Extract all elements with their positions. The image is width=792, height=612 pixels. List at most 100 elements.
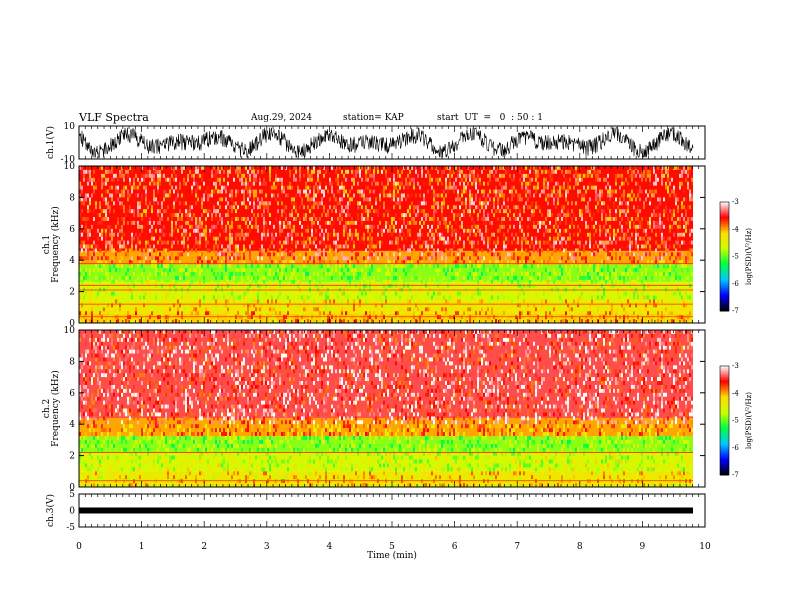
spectrogram-cell	[539, 220, 541, 225]
spectrogram-cell	[249, 252, 251, 257]
spectrogram-cell	[579, 209, 581, 214]
spectrogram-cell	[613, 232, 615, 237]
spectrogram-cell	[383, 166, 385, 170]
spectrogram-cell	[81, 201, 83, 206]
spectrogram-cell	[567, 279, 569, 284]
spectrogram-cell	[237, 264, 239, 269]
spectrogram-cell	[243, 291, 245, 296]
spectrogram-cell	[443, 307, 445, 312]
spectrogram-cell	[175, 220, 177, 225]
spectrogram-cell	[119, 169, 121, 174]
spectrogram-cell	[559, 244, 561, 249]
spectrogram-cell	[469, 197, 471, 202]
spectrogram-cell	[517, 279, 519, 284]
spectrogram-cell	[319, 291, 321, 296]
spectrogram-cell	[135, 244, 137, 249]
spectrogram-cell	[615, 213, 617, 218]
spectrogram-cell	[565, 307, 567, 312]
spectrogram-cell	[137, 240, 139, 245]
spectrogram-cell	[601, 228, 603, 233]
spectrogram-cell	[347, 169, 349, 174]
spectrogram-cell	[341, 299, 343, 304]
spectrogram-cell	[265, 248, 267, 253]
spectrogram-cell	[489, 307, 491, 312]
spectrogram-cell	[211, 193, 213, 198]
spectrogram-cell	[129, 248, 131, 253]
spectrogram-cell	[547, 185, 549, 190]
spectrogram-cell	[193, 177, 195, 182]
spectrogram-cell	[385, 177, 387, 182]
spectrogram-cell	[519, 264, 521, 269]
spectrogram-cell	[515, 307, 517, 312]
spectrogram-cell	[411, 193, 413, 198]
spectrogram-cell	[403, 220, 405, 225]
spectrogram-cell	[593, 252, 595, 257]
spectrogram-cell	[455, 264, 457, 269]
spectrogram-cell	[421, 260, 423, 265]
spectrogram-cell	[463, 173, 465, 178]
spectrogram-cell	[503, 185, 505, 190]
spectrogram-cell	[241, 303, 243, 308]
spectrogram-cell	[149, 244, 151, 249]
spectrogram-cell	[413, 181, 415, 186]
spectrogram-cell	[553, 271, 555, 276]
spectrogram-cell	[517, 319, 519, 323]
spectrogram-cell	[271, 193, 273, 198]
spectrogram-cell	[549, 307, 551, 312]
spectrogram-cell	[385, 193, 387, 198]
spectrogram-cell	[393, 252, 395, 257]
spectrogram-cell	[89, 252, 91, 257]
spectrogram-cell	[521, 236, 523, 241]
spectrogram-cell	[141, 319, 143, 323]
spectrogram-cell	[421, 173, 423, 178]
spectrogram-cell	[179, 185, 181, 190]
spectrogram-cell	[537, 275, 539, 280]
spectrogram-cell	[489, 197, 491, 202]
spectrogram-cell	[515, 217, 517, 221]
spectrogram-cell	[199, 169, 201, 174]
spectrogram-cell	[557, 197, 559, 202]
spectrogram-cell	[319, 248, 321, 253]
spectrogram-cell	[407, 220, 409, 225]
spectrogram-cell	[273, 307, 275, 312]
spectrogram-cell	[517, 256, 519, 261]
spectrogram-cell	[205, 311, 207, 316]
spectrogram-cell	[143, 268, 145, 272]
spectrogram-cell	[143, 173, 145, 178]
spectrogram-cell	[283, 275, 285, 280]
spectrogram-cell	[351, 256, 353, 261]
spectrogram-cell	[479, 275, 481, 280]
spectrogram-cell	[85, 311, 87, 316]
spectrogram-cell	[257, 228, 259, 233]
spectrogram-cell	[183, 205, 185, 210]
spectrogram-cell	[587, 201, 589, 206]
spectrogram-cell	[559, 213, 561, 218]
spectrogram-cell	[515, 205, 517, 210]
spectrogram-cell	[525, 319, 527, 323]
spectrogram-cell	[283, 260, 285, 265]
spectrogram-cell	[307, 228, 309, 233]
spectrogram-cell	[439, 232, 441, 237]
spectrogram-cell	[113, 173, 115, 178]
spectrogram-cell	[257, 201, 259, 206]
spectrogram-cell	[173, 197, 175, 202]
spectrogram-cell	[129, 209, 131, 214]
spectrogram-cell	[291, 232, 293, 237]
spectrogram-cell	[561, 299, 563, 304]
spectrogram-cell	[297, 271, 299, 276]
spectrogram-cell	[339, 303, 341, 308]
spectrogram-cell	[485, 217, 487, 221]
spectrogram-cell	[199, 268, 201, 272]
spectrogram-cell	[563, 181, 565, 186]
spectrogram-cell	[493, 232, 495, 237]
spectrogram-cell	[295, 205, 297, 210]
spectrogram-cell	[189, 209, 191, 214]
spectrogram-cell	[343, 256, 345, 261]
spectrogram-cell	[121, 275, 123, 280]
spectrogram-cell	[139, 319, 141, 323]
spectrogram-cell	[99, 248, 101, 253]
spectrogram-cell	[131, 220, 133, 225]
spectrogram-cell	[609, 209, 611, 214]
spectrogram-cell	[519, 177, 521, 182]
spectrogram-cell	[357, 252, 359, 257]
